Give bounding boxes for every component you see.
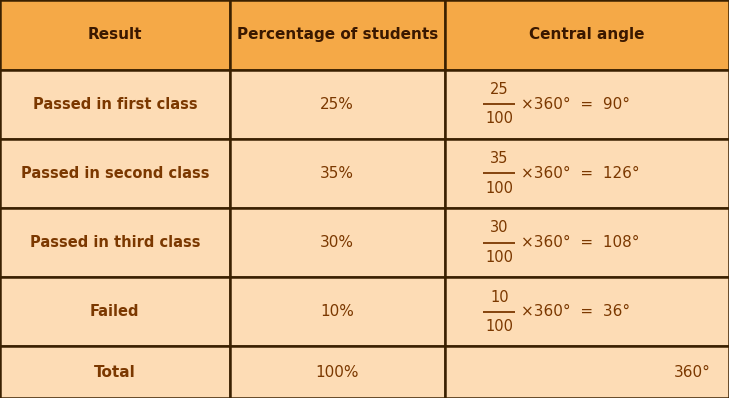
Bar	[445, 346, 729, 398]
Bar	[0, 346, 230, 398]
Bar	[445, 208, 729, 277]
Text: ×360°  =  126°: ×360° = 126°	[521, 166, 640, 181]
Text: 30: 30	[490, 220, 509, 235]
Bar	[0, 70, 230, 139]
Text: Result: Result	[87, 27, 142, 42]
Text: 100%: 100%	[316, 365, 359, 380]
Bar	[230, 139, 445, 208]
Bar	[0, 139, 230, 208]
Text: 25: 25	[490, 82, 509, 97]
Text: Central angle: Central angle	[529, 27, 644, 42]
Text: ×360°  =  108°: ×360° = 108°	[521, 235, 640, 250]
Text: ×360°  =  90°: ×360° = 90°	[521, 97, 631, 112]
Text: ×360°  =  36°: ×360° = 36°	[521, 304, 631, 319]
Text: Passed in third class: Passed in third class	[30, 235, 200, 250]
Bar	[230, 277, 445, 346]
Text: 35: 35	[490, 151, 509, 166]
Text: 10%: 10%	[320, 304, 354, 319]
Bar	[230, 346, 445, 398]
Text: 100: 100	[486, 111, 513, 127]
Text: Total: Total	[94, 365, 136, 380]
Text: Percentage of students: Percentage of students	[236, 27, 438, 42]
Bar	[445, 0, 729, 70]
Text: Passed in first class: Passed in first class	[33, 97, 197, 112]
Bar	[230, 0, 445, 70]
Text: 30%: 30%	[320, 235, 354, 250]
Text: 100: 100	[486, 181, 513, 195]
Text: Failed: Failed	[90, 304, 139, 319]
Text: 100: 100	[486, 250, 513, 265]
Text: 100: 100	[486, 319, 513, 334]
Bar	[230, 70, 445, 139]
Bar	[445, 277, 729, 346]
Text: 35%: 35%	[320, 166, 354, 181]
Bar	[230, 208, 445, 277]
Text: 360°: 360°	[674, 365, 711, 380]
Bar	[445, 139, 729, 208]
Bar	[0, 208, 230, 277]
Bar	[445, 70, 729, 139]
Text: Passed in second class: Passed in second class	[20, 166, 209, 181]
Text: 10: 10	[490, 289, 509, 304]
Bar	[0, 277, 230, 346]
Bar	[0, 0, 230, 70]
Text: 25%: 25%	[320, 97, 354, 112]
